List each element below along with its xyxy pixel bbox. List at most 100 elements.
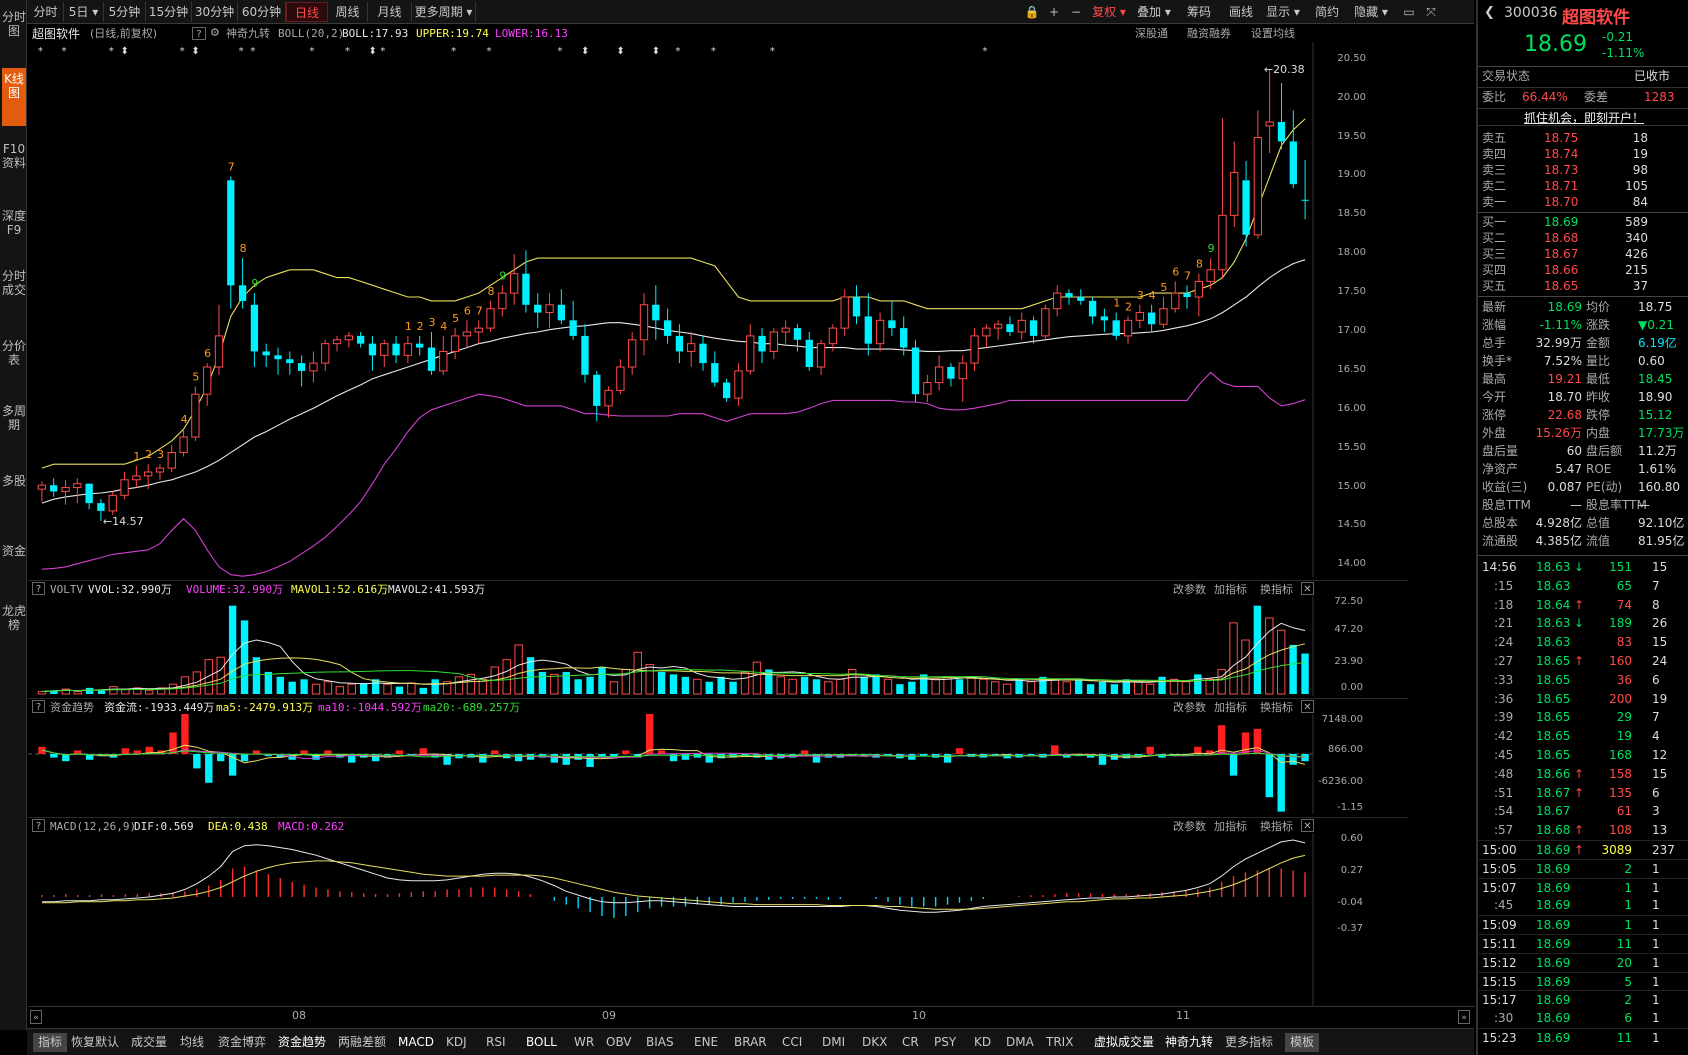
candle[interactable] (427, 332, 436, 375)
candle[interactable] (663, 308, 672, 344)
candle[interactable] (888, 300, 896, 336)
macd-switch-indicator[interactable]: 换指标 (1260, 820, 1293, 833)
event-marker[interactable]: ⬍ (368, 46, 376, 57)
sidebar-tab-3[interactable]: 深度F9 (2, 209, 27, 237)
candle[interactable] (37, 481, 47, 502)
indicator-tab-14[interactable]: ENE (694, 1035, 719, 1049)
fund-help-icon[interactable]: ? (32, 700, 45, 713)
period-7[interactable]: 周线 (328, 2, 368, 22)
indicator-tab-15[interactable]: BRAR (734, 1035, 767, 1049)
ask-row[interactable]: 卖二 18.71 105 (1482, 179, 1648, 193)
candle[interactable] (1123, 316, 1133, 344)
candle[interactable] (50, 478, 58, 497)
candle[interactable] (356, 332, 365, 348)
help-icon[interactable]: ? (192, 27, 206, 40)
ask-row[interactable]: 卖三 18.73 98 (1482, 163, 1648, 177)
event-marker[interactable]: * (711, 46, 716, 57)
candle[interactable] (722, 378, 731, 402)
candle[interactable] (805, 332, 813, 371)
event-marker[interactable]: * (239, 46, 244, 57)
toolbar-3[interactable]: 画线 (1228, 5, 1253, 19)
candle[interactable] (368, 335, 377, 371)
window-close-icon[interactable]: ⤧ (1426, 5, 1436, 19)
indicator-tab-4[interactable]: 资金博弈 (218, 1035, 267, 1049)
open-account-banner[interactable]: 抓住机会，即刻开户！ (1478, 108, 1688, 126)
period-9[interactable]: 更多周期 ▾ (412, 2, 476, 22)
ask-row[interactable]: 卖四 18.74 19 (1482, 147, 1648, 161)
indicator-tab-11[interactable]: WR (574, 1035, 595, 1049)
toolbar-1[interactable]: 叠加 ▾ (1137, 5, 1171, 19)
candle[interactable] (569, 300, 577, 340)
candle[interactable] (155, 464, 165, 480)
indicator-tab-25[interactable]: 神奇九转 (1165, 1035, 1214, 1049)
toolbar-2[interactable]: 筹码 (1186, 5, 1211, 19)
sidebar-tab-9[interactable]: 龙虎榜 (2, 604, 27, 632)
candle[interactable] (1301, 160, 1309, 220)
candle[interactable] (1218, 118, 1227, 278)
indicator-tab-12[interactable]: OBV (606, 1035, 632, 1049)
scroll-left-icon[interactable]: « (30, 1010, 42, 1024)
indicator-tab-8[interactable]: KDJ (446, 1035, 467, 1049)
candle[interactable] (85, 483, 93, 510)
candle[interactable] (1253, 110, 1263, 239)
candle[interactable] (864, 293, 872, 356)
candle[interactable] (875, 312, 885, 352)
candle[interactable] (1088, 297, 1097, 325)
event-marker[interactable]: ⬍ (121, 46, 129, 57)
candle[interactable] (993, 320, 1003, 340)
scroll-right-icon[interactable]: » (1458, 1010, 1470, 1024)
candle[interactable] (97, 499, 105, 521)
vol-edit-params[interactable]: 改参数 (1173, 583, 1206, 596)
indicator-tab-0[interactable]: 指标 (33, 1033, 68, 1052)
candle[interactable] (970, 328, 979, 371)
candle[interactable] (1053, 285, 1062, 317)
candle[interactable] (1265, 69, 1274, 154)
candle[interactable] (143, 464, 153, 490)
candle[interactable] (274, 347, 282, 375)
event-marker[interactable]: * (180, 46, 185, 57)
candle[interactable] (1277, 83, 1286, 150)
candle[interactable] (191, 386, 200, 441)
macd-edit-params[interactable]: 改参数 (1173, 820, 1206, 833)
event-marker[interactable]: * (250, 46, 255, 57)
candle[interactable] (73, 478, 82, 504)
candle[interactable] (840, 289, 849, 336)
indicator-tab-18[interactable]: DKX (862, 1035, 888, 1049)
indicator-tab-6[interactable]: 两融差额 (338, 1035, 387, 1049)
link-margin[interactable]: 融资融券 (1187, 27, 1231, 40)
indicator-tab-10[interactable]: BOLL (526, 1035, 557, 1049)
candle[interactable] (332, 335, 342, 352)
candle[interactable] (439, 335, 448, 375)
sidebar-tab-2[interactable]: F10资料 (2, 142, 27, 170)
candle[interactable] (486, 300, 495, 332)
event-marker[interactable]: ⬍ (581, 46, 589, 57)
candle[interactable] (1194, 273, 1204, 317)
candle[interactable] (545, 293, 554, 329)
toolbar-6[interactable]: 隐藏 ▾ (1354, 5, 1388, 19)
indicator-tab-1[interactable]: 恢复默认 (71, 1035, 120, 1049)
candle[interactable] (758, 328, 766, 364)
candle[interactable] (1077, 289, 1085, 305)
candle[interactable] (628, 332, 637, 375)
indicator-tab-22[interactable]: DMA (1006, 1035, 1034, 1049)
candle[interactable] (179, 429, 188, 457)
fund-edit-params[interactable]: 改参数 (1173, 701, 1206, 714)
indicator-tab-23[interactable]: TRIX (1046, 1035, 1074, 1049)
candle[interactable] (297, 355, 306, 387)
candle[interactable] (616, 359, 625, 395)
candle[interactable] (1135, 304, 1144, 329)
candle[interactable] (61, 479, 70, 505)
indicator-tab-20[interactable]: PSY (934, 1035, 957, 1049)
macd-help-icon[interactable]: ? (32, 819, 45, 832)
indicator-tab-19[interactable]: CR (902, 1035, 919, 1049)
bid-row[interactable]: 买三 18.67 426 (1482, 247, 1648, 261)
candle[interactable] (167, 444, 176, 472)
period-1[interactable]: 5日 ▾ (64, 2, 104, 22)
indicator-tab-17[interactable]: DMI (822, 1035, 846, 1049)
candle[interactable] (474, 320, 483, 344)
toolbar-0[interactable]: 复权 ▾ (1092, 5, 1126, 19)
ask-row[interactable]: 卖一 18.70 84 (1482, 195, 1648, 209)
candle[interactable] (380, 339, 389, 367)
sidebar-tab-8[interactable]: 资金 (2, 544, 27, 558)
event-marker[interactable]: * (982, 46, 987, 57)
